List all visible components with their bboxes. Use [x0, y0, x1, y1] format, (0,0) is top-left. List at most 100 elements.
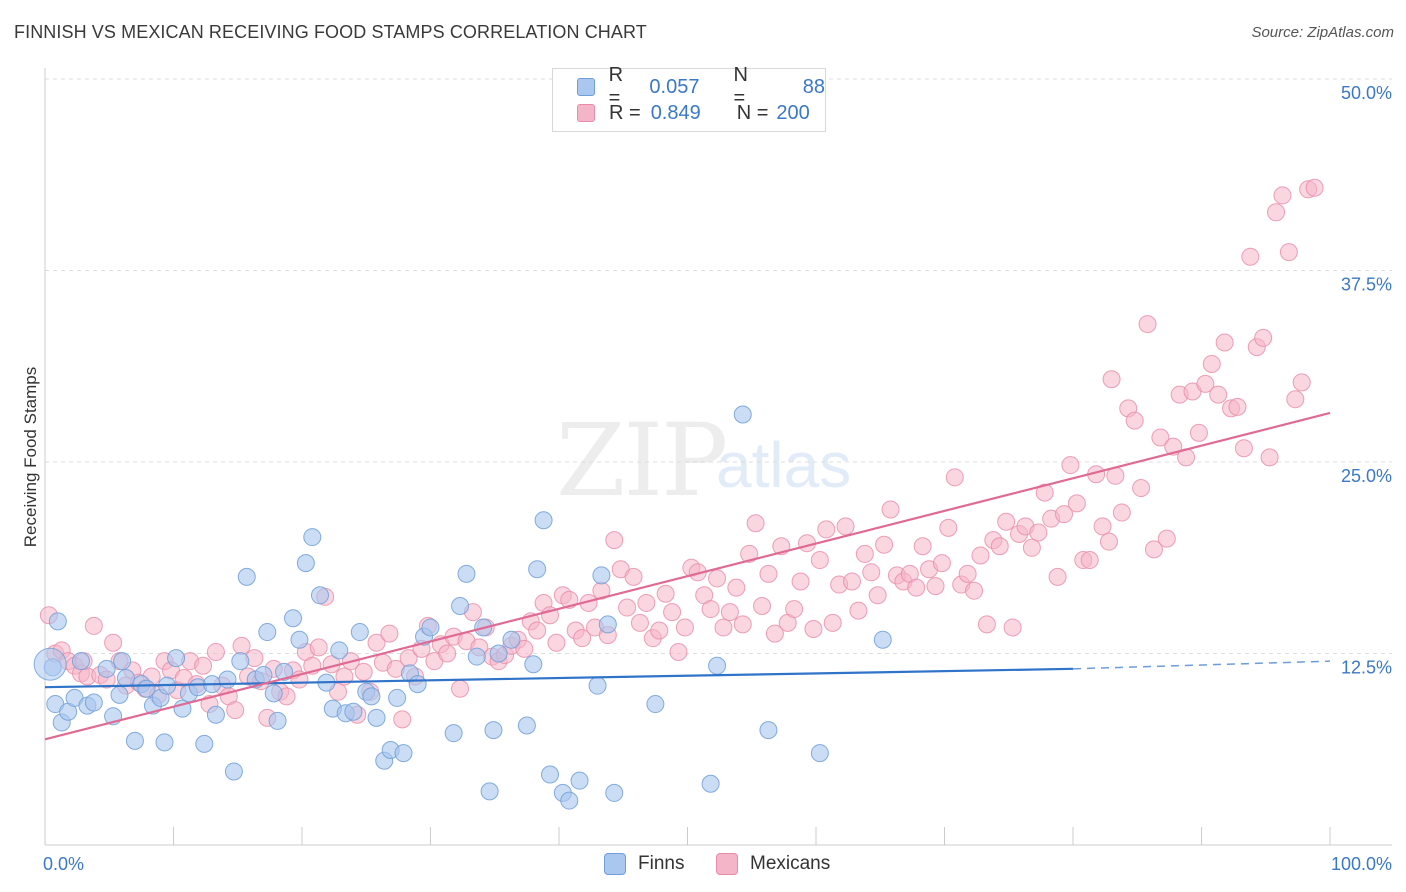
legend-row-mexicans: R = 0.849 N = 200: [577, 100, 824, 126]
mexicans-point: [1003, 618, 1022, 637]
finns-point: [167, 649, 186, 668]
mexicans-point: [354, 662, 373, 681]
mexicans-point: [1254, 328, 1273, 347]
mexicans-point: [932, 554, 951, 573]
mexicans-point: [104, 633, 123, 652]
finns-point: [362, 687, 381, 706]
finns-point: [708, 656, 727, 675]
mexicans-point: [740, 544, 759, 563]
mexicans-point: [1267, 203, 1286, 222]
finns-point: [541, 765, 560, 784]
finns-point: [502, 630, 521, 649]
trend-lines: [44, 411, 1331, 741]
finns-n-label: N =: [733, 64, 748, 109]
mexicans-point: [842, 572, 861, 591]
mexicans-point: [753, 597, 772, 616]
source-label: Source: ZipAtlas.com: [1251, 24, 1394, 41]
mexicans-point: [1215, 333, 1234, 352]
mexicans-point: [605, 531, 624, 550]
mexicans-r-label: R =: [609, 101, 641, 124]
mexicans-point: [1228, 397, 1247, 416]
mexicans-point: [194, 656, 213, 675]
finns-point: [303, 528, 322, 547]
mexicans-point: [727, 578, 746, 597]
mexicans-point: [1125, 411, 1144, 430]
finns-point: [701, 774, 720, 793]
mexicans-point: [791, 572, 810, 591]
mexicans-point: [1102, 370, 1121, 389]
mexicans-point: [990, 537, 1009, 556]
mexicans-point: [663, 603, 682, 622]
mexicans-n-label: N =: [736, 101, 769, 124]
mexicans-point: [637, 593, 656, 612]
finns-point: [296, 554, 315, 573]
finns-point: [224, 762, 243, 781]
mexicans-point: [675, 618, 694, 637]
y-axis-label: Receiving Food Stamps: [21, 366, 40, 548]
mexicans-point: [1067, 494, 1086, 513]
mexicans-point: [1093, 517, 1112, 536]
mexicans-point: [656, 584, 675, 603]
mexicans-point: [1132, 479, 1151, 498]
mexicans-point: [1202, 354, 1221, 373]
mexicans-point: [965, 581, 984, 600]
mexicans-points: [39, 178, 1324, 729]
finns-point: [598, 615, 617, 634]
finns-point: [284, 609, 303, 628]
mexicans-point: [1151, 428, 1170, 447]
finns-point: [480, 782, 499, 801]
mexicans-point: [515, 639, 534, 658]
mexicans-point: [669, 642, 688, 661]
watermark-atlas: atlas: [716, 429, 852, 501]
finns-point: [534, 511, 553, 530]
finns-point: [254, 665, 273, 684]
mexicans-legend-swatch: [716, 853, 738, 875]
finns-point: [484, 721, 503, 740]
finns-point: [457, 564, 476, 583]
mexicans-point: [618, 598, 637, 617]
finns-n-value: 88: [802, 75, 825, 98]
mexicans-point: [1112, 503, 1131, 522]
finns-point-large: [33, 647, 67, 681]
mexicans-point: [1234, 439, 1253, 458]
finns-point: [268, 711, 287, 730]
mexicans-point: [1286, 390, 1305, 409]
mexicans-point: [309, 638, 328, 657]
finns-point: [344, 702, 363, 721]
y-tick-label: 37.5%: [1341, 275, 1392, 295]
mexicans-point: [1144, 540, 1163, 559]
mexicans-point: [1055, 505, 1074, 524]
finns-point: [330, 641, 349, 660]
legend-row-finns: R = 0.057 N = 88: [577, 64, 825, 109]
mexicans-point: [785, 600, 804, 619]
mexicans-point: [849, 601, 868, 620]
mexicans-point: [1022, 538, 1041, 557]
mexicans-point: [759, 564, 778, 583]
mexicans-point: [804, 619, 823, 638]
mexicans-point: [926, 577, 945, 596]
mexicans-point: [1292, 373, 1311, 392]
finns-point: [48, 612, 67, 631]
finns-point: [125, 731, 144, 750]
finns-point: [113, 652, 132, 671]
finns-point: [275, 662, 294, 681]
mexicans-point: [650, 621, 669, 640]
y-tick-label: 25.0%: [1341, 466, 1392, 486]
finns-legend-swatch: [604, 853, 626, 875]
mexicans-point: [1279, 243, 1298, 262]
mexicans-point: [232, 636, 251, 655]
mexicans-point: [810, 551, 829, 570]
mexicans-point: [765, 624, 784, 643]
finns-swatch: [577, 78, 595, 96]
finns-point: [570, 771, 589, 790]
mexicans-point: [958, 564, 977, 583]
mexicans-point: [1138, 315, 1157, 334]
mexicans-point: [862, 563, 881, 582]
mexicans-point: [907, 578, 926, 597]
mexicans-point: [720, 603, 739, 622]
finns-point: [759, 721, 778, 740]
finns-point: [350, 623, 369, 642]
mexicans-point: [528, 621, 547, 640]
mexicans-point: [1209, 385, 1228, 404]
